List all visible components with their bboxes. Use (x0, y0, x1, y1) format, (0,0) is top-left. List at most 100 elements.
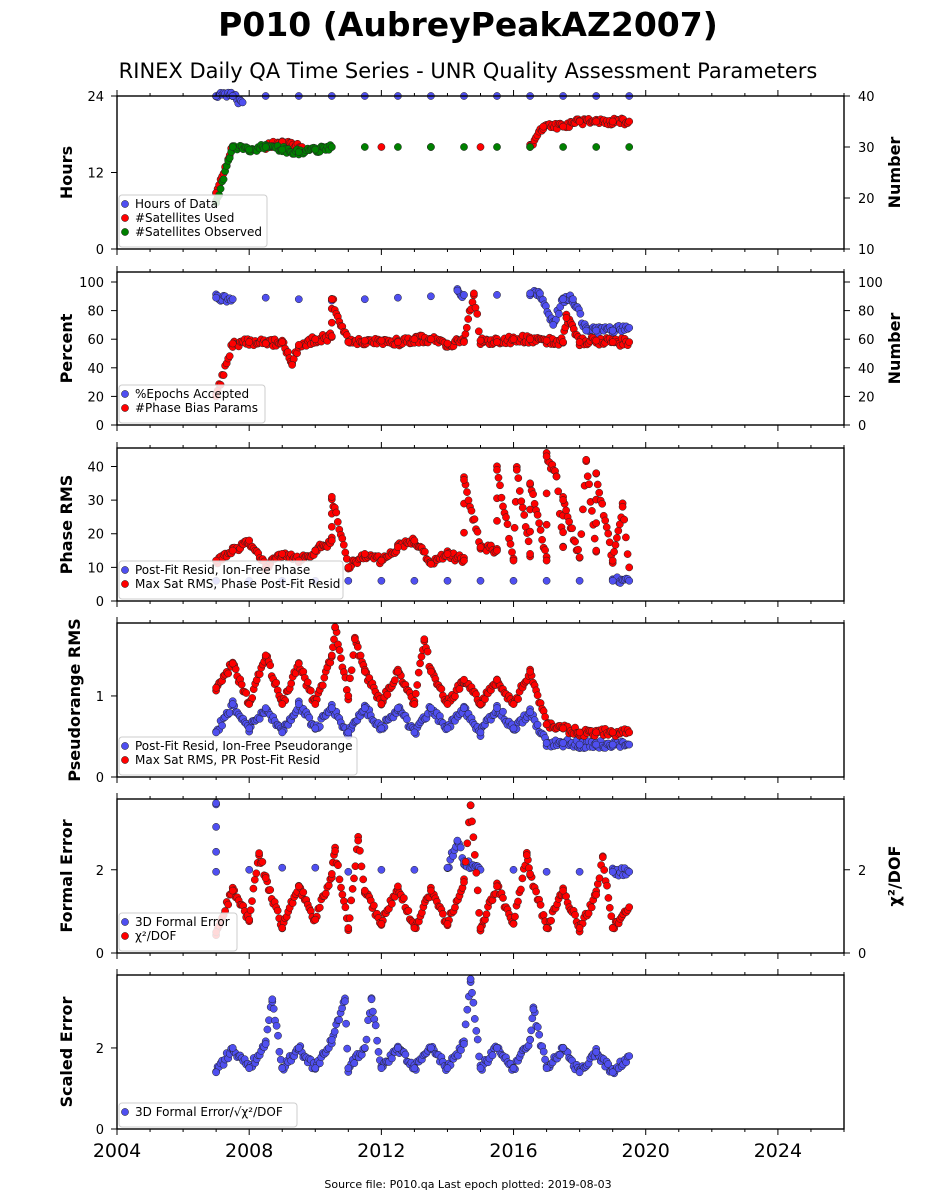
data-point (592, 143, 601, 151)
data-point (625, 903, 634, 912)
data-point (219, 175, 228, 184)
panel-phase-rms: 0 10 20 30 40 Phase RMS Post-Fit Resid, Ion-Fr… (57, 442, 845, 610)
data-point (575, 924, 584, 932)
data-point (443, 550, 452, 558)
y-right-tick-label: 100 (858, 276, 883, 291)
data-point (529, 490, 537, 499)
data-point (278, 145, 287, 154)
data-point (583, 472, 592, 481)
data-point (460, 556, 468, 565)
data-point (439, 910, 447, 918)
data-point (333, 518, 342, 526)
data-point (559, 143, 567, 151)
data-point (377, 576, 386, 585)
data-point (344, 692, 353, 700)
data-point (542, 336, 551, 345)
data-point (574, 545, 582, 554)
data-point (539, 122, 548, 131)
data-point (327, 522, 336, 531)
data-point (579, 505, 587, 514)
data-point (443, 576, 452, 585)
x-tick-label: 2024 (754, 1140, 802, 1162)
panel-pseudorange-rms: 0 1 Pseudorange RMS Post-Fit Resid, Ion-Fre… (65, 617, 845, 786)
data-point (592, 469, 601, 478)
data-point (427, 335, 435, 344)
data-point (604, 1060, 613, 1068)
data-point (443, 724, 452, 733)
y-tick-label: 0 (96, 771, 104, 786)
data-point (555, 309, 563, 318)
data-point (535, 519, 543, 527)
data-point (475, 909, 483, 917)
data-point (539, 911, 548, 919)
data-point (261, 143, 270, 151)
data-point (311, 700, 320, 708)
data-point (344, 728, 353, 737)
legend-label: Max Sat RMS, PR Post-Fit Resid (135, 753, 320, 767)
data-point (526, 1035, 534, 1044)
data-point (595, 488, 604, 497)
data-point (294, 882, 303, 891)
data-point (370, 901, 378, 910)
data-point (237, 680, 246, 689)
data-point (311, 145, 320, 154)
data-point (575, 728, 584, 737)
data-point (456, 843, 465, 852)
y-tick-label: 0 (96, 595, 104, 610)
data-point (437, 685, 446, 693)
data-point (461, 1020, 470, 1029)
legend-marker (121, 214, 129, 222)
data-point (526, 708, 534, 717)
data-point (383, 690, 392, 699)
y-tick-label: 0 (96, 419, 104, 434)
data-point (536, 901, 545, 909)
data-point (315, 903, 324, 912)
data-point (482, 910, 491, 919)
data-point (538, 535, 546, 544)
data-point (351, 635, 359, 644)
data-point (311, 1064, 320, 1073)
data-point (327, 704, 336, 712)
data-point (610, 547, 618, 556)
data-point (542, 924, 551, 932)
data-point (559, 528, 567, 537)
data-point (511, 912, 519, 921)
data-point (622, 533, 630, 542)
data-point (388, 899, 396, 908)
data-point (377, 920, 386, 928)
data-point (533, 511, 542, 519)
data-point (509, 865, 518, 874)
y-right-tick-label: 2 (858, 864, 866, 879)
data-point (493, 1044, 501, 1052)
data-point (224, 669, 233, 678)
data-point (605, 903, 614, 912)
scatter-layer (212, 623, 634, 752)
data-point (357, 862, 366, 871)
data-point (611, 541, 620, 549)
data-point (394, 338, 402, 346)
data-point (582, 455, 591, 464)
data-point (360, 295, 369, 304)
data-point (245, 724, 254, 733)
data-point (451, 903, 459, 912)
legend-label: Post-Fit Resid, Ion-Free Phase (135, 563, 310, 577)
data-point (625, 576, 634, 585)
data-point (625, 1052, 634, 1060)
y-axis-label-right: Number (885, 313, 904, 385)
y-tick-label: 10 (87, 561, 104, 576)
data-point (460, 143, 468, 151)
data-point (469, 833, 478, 842)
data-point (568, 524, 576, 533)
data-point (518, 503, 527, 512)
data-point (411, 689, 420, 698)
data-point (608, 924, 617, 932)
data-point (463, 839, 472, 848)
data-point (559, 496, 567, 504)
y-right-tick-label: 40 (858, 362, 875, 377)
data-point (496, 481, 504, 490)
data-point (335, 1016, 343, 1024)
data-point (403, 715, 411, 724)
data-point (224, 900, 233, 909)
legend-label: %Epochs Accepted (135, 387, 249, 401)
